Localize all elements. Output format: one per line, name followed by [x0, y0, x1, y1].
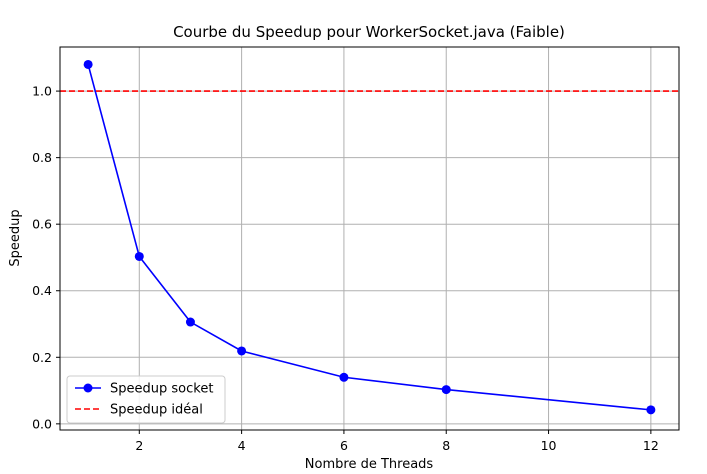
- chart-title: Courbe du Speedup pour WorkerSocket.java…: [173, 23, 565, 41]
- speedup-socket-point: [441, 385, 451, 395]
- x-tick-label: 4: [238, 438, 246, 453]
- speedup-socket-point: [83, 59, 93, 69]
- speedup-socket-point: [237, 346, 247, 356]
- y-tick-label: 0.4: [32, 283, 52, 298]
- y-tick-label: 1.0: [32, 84, 52, 99]
- x-tick-label: 12: [643, 438, 659, 453]
- legend: Speedup socket Speedup idéal: [66, 375, 226, 424]
- speedup-socket-point: [339, 372, 349, 382]
- y-tick-label: 0.0: [32, 416, 52, 431]
- x-tick-label: 8: [442, 438, 450, 453]
- speedup-socket-point: [134, 251, 144, 261]
- x-tick-label: 6: [340, 438, 348, 453]
- x-tick-label: 10: [541, 438, 557, 453]
- x-tick-label: 2: [135, 438, 143, 453]
- y-tick-label: 0.8: [32, 150, 52, 165]
- grid-lines: [60, 47, 679, 430]
- legend-entry-label: Speedup socket: [110, 382, 213, 397]
- plot-frame: [59, 46, 680, 431]
- legend-swatch-marker: [83, 383, 93, 393]
- speedup-socket-point: [646, 405, 656, 415]
- legend-entry-label: Speedup idéal: [110, 403, 203, 418]
- axis-ticks: 2 4 6 8 10 12 0.0 0.2 0.4 0.6 0.8 1.0: [32, 84, 659, 453]
- y-tick-label: 0.6: [32, 217, 52, 232]
- x-axis-label: Nombre de Threads: [305, 457, 434, 472]
- legend-box: [66, 375, 226, 424]
- y-axis-label: Speedup: [8, 209, 23, 266]
- series-layer: [60, 59, 679, 415]
- y-tick-label: 0.2: [32, 350, 52, 365]
- speedup-socket-point: [185, 317, 195, 327]
